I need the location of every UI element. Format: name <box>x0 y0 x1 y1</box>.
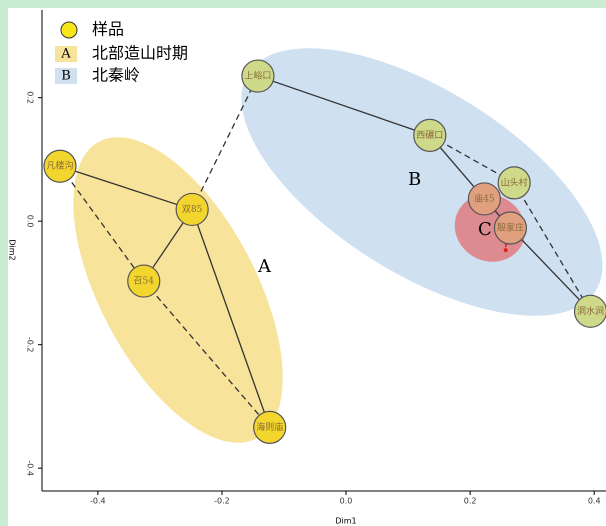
y-tick-label: -0.4 <box>26 460 35 476</box>
region-label: A <box>257 256 272 277</box>
y-tick-label: 0.0 <box>26 215 35 228</box>
legend-swatch <box>55 46 77 62</box>
point <box>127 264 161 298</box>
y-tick-label: 0.2 <box>26 91 35 104</box>
point-label: 海则庙 <box>256 421 283 433</box>
legend: 样品 A 北部造山时期 B 北秦岭 <box>55 20 188 85</box>
link <box>143 280 271 428</box>
link <box>257 75 431 136</box>
point-label: 庙45 <box>474 192 495 204</box>
legend-marker <box>60 21 78 39</box>
region-c <box>454 194 526 262</box>
region-label: C <box>478 219 492 240</box>
legend-key: A <box>60 47 71 62</box>
link <box>513 182 592 312</box>
point-label: 双85 <box>182 204 203 215</box>
point <box>413 118 447 152</box>
x-tick-label: 0.0 <box>340 497 353 506</box>
legend-label: 样品 <box>92 20 124 39</box>
point <box>241 59 275 93</box>
y-tick-label: -0.2 <box>26 337 35 353</box>
point <box>43 149 77 183</box>
point <box>493 211 528 245</box>
link <box>191 75 259 210</box>
point-label: 上峪口 <box>244 71 271 82</box>
region-a <box>73 137 283 443</box>
x-tick-label: -0.2 <box>214 497 230 506</box>
x-tick-label: 0.4 <box>588 497 601 506</box>
link <box>509 227 591 312</box>
point-label: 西碾口 <box>416 130 443 141</box>
legend-label: 北秦岭 <box>92 66 140 85</box>
legend-key: B <box>61 69 71 84</box>
x-axis-label: Dim1 <box>335 517 356 526</box>
point <box>253 410 287 445</box>
point-label: 洞水涧 <box>577 305 604 317</box>
point <box>467 182 501 216</box>
link <box>59 165 145 282</box>
point-label: 凡楼沟 <box>46 160 73 172</box>
link <box>59 165 193 211</box>
point <box>573 294 606 328</box>
point-label: 山头村 <box>501 176 528 188</box>
region-label: B <box>408 169 421 190</box>
point <box>497 166 531 200</box>
point-label: 召54 <box>134 276 155 287</box>
point <box>175 192 209 227</box>
y-axis-label: Dim2 <box>8 239 17 260</box>
x-tick-label: 0.2 <box>464 497 477 506</box>
legend-swatch <box>55 68 77 84</box>
legend-label: 北部造山时期 <box>92 44 188 63</box>
x-tick-label: -0.4 <box>90 497 106 506</box>
link <box>191 209 271 428</box>
point-label: 殷家庄 <box>497 221 524 233</box>
